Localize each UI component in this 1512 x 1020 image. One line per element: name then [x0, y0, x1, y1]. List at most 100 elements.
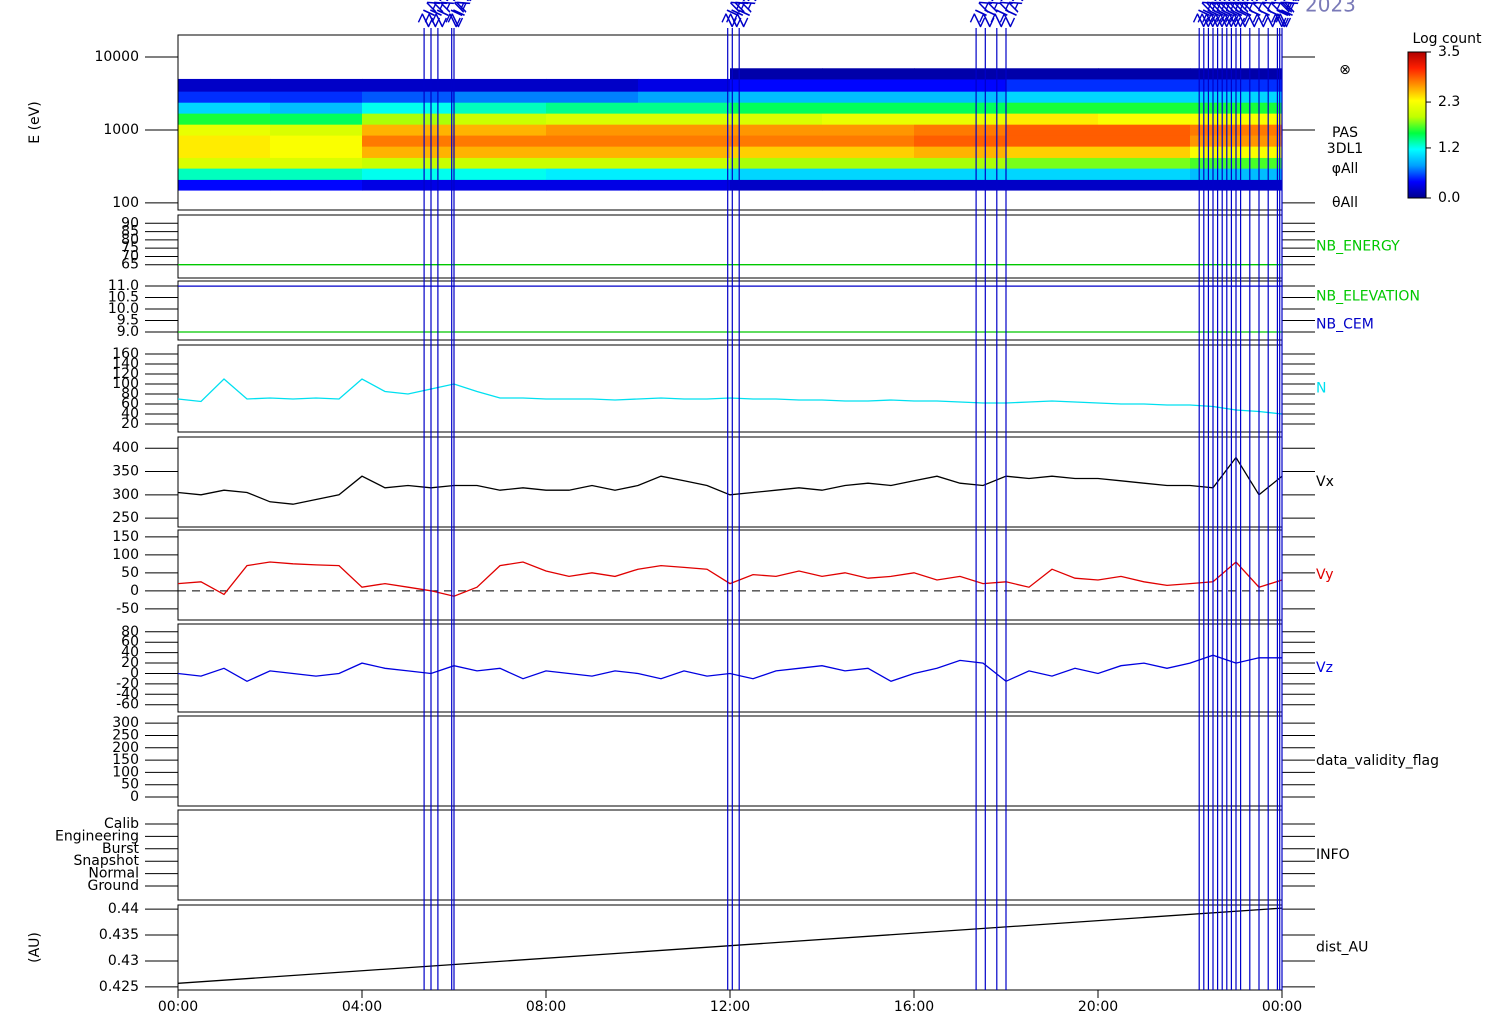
y-tick-label: 160	[112, 346, 139, 362]
heat-cell	[730, 168, 823, 180]
y-tick-label: 100	[112, 764, 139, 780]
x-tick-label: 20:00	[1078, 999, 1118, 1015]
heat-cell	[270, 124, 363, 136]
panel-frame	[177, 715, 1283, 807]
heat-cell	[822, 113, 915, 125]
y-tick-label: 80	[121, 232, 139, 248]
heat-cell	[822, 179, 915, 191]
annotation: θAll	[1332, 195, 1358, 211]
colorbar-tick-label: 0.0	[1438, 190, 1460, 206]
heat-cell	[270, 135, 363, 147]
panel-frame	[177, 280, 1283, 341]
heat-cell	[454, 78, 547, 92]
y-tick-label: 50	[121, 565, 139, 581]
heat-cell	[270, 157, 363, 169]
heat-cell	[178, 113, 271, 125]
series-label: N	[1316, 381, 1326, 397]
heat-cell	[454, 157, 547, 169]
heat-cell	[914, 78, 1007, 92]
y-tick-label: 100	[112, 376, 139, 392]
y-tick-label: 0.44	[108, 901, 139, 917]
heat-cell	[454, 179, 547, 191]
heat-cell	[1098, 113, 1191, 125]
y-tick-label: 140	[112, 356, 139, 372]
annotation: ⊗	[1339, 62, 1351, 78]
heat-cell	[546, 146, 639, 158]
series-label: NB_CEM	[1316, 317, 1374, 333]
y-tick-label: Ground	[88, 878, 140, 894]
heat-cell	[822, 102, 915, 114]
y-tick-label: 200	[112, 740, 139, 756]
colorbar-title: Log count	[1413, 31, 1482, 47]
colorbar	[1407, 51, 1427, 199]
panel-frame	[177, 529, 1283, 621]
heat-cell	[638, 179, 731, 191]
heat-cell	[1006, 168, 1099, 180]
y-tick-label: 60	[121, 634, 139, 650]
panel-frame	[177, 436, 1283, 528]
heat-cell	[362, 124, 455, 136]
y-tick-label: 0	[130, 789, 139, 805]
heat-cell	[730, 135, 823, 147]
heat-cell	[454, 91, 547, 103]
heat-cell	[178, 179, 271, 191]
y-tick-label: 40	[121, 406, 139, 422]
heat-cell	[1098, 124, 1191, 136]
heat-cell	[362, 146, 455, 158]
heat-cell	[546, 113, 639, 125]
heat-cell	[1098, 68, 1191, 80]
series-label: Vy	[1316, 567, 1334, 583]
annotation: φAll	[1332, 161, 1359, 177]
heat-cell	[546, 157, 639, 169]
heat-cell	[730, 124, 823, 136]
series-line	[177, 907, 1283, 984]
heat-cell	[822, 78, 915, 92]
heat-cell	[822, 157, 915, 169]
heat-cell	[1098, 135, 1191, 147]
heat-cell	[270, 113, 363, 125]
heat-cell	[546, 168, 639, 180]
series-label: Vx	[1316, 474, 1334, 490]
y-tick-label: 90	[121, 215, 139, 231]
y-tick-label: 60	[121, 396, 139, 412]
heat-cell	[822, 168, 915, 180]
heat-cell	[822, 124, 915, 136]
heat-cell	[270, 146, 363, 158]
y-tick-label: 300	[112, 715, 139, 731]
x-tick-label: 04:00	[342, 999, 382, 1015]
heat-cell	[362, 135, 455, 147]
heat-cell	[822, 135, 915, 147]
y-tick-label: Burst	[102, 841, 140, 857]
heat-cell	[454, 135, 547, 147]
heat-cell	[178, 146, 271, 158]
y-tick-label: 75	[121, 240, 139, 256]
series-label: dist_AU	[1316, 940, 1368, 956]
heat-cell	[362, 78, 455, 92]
x-tick-label: 08:00	[526, 999, 566, 1015]
panel-label: data_validity_flag	[1316, 753, 1439, 769]
heat-cell	[914, 68, 1007, 80]
heat-cell	[1006, 102, 1099, 114]
series-line	[177, 378, 1283, 415]
heat-cell	[1006, 179, 1099, 191]
y-tick-label: 40	[121, 645, 139, 661]
colorbar-tick-label: 1.2	[1438, 140, 1460, 156]
y-tick-label: 11.0	[108, 278, 139, 294]
heat-cell	[362, 157, 455, 169]
y-tick-label: -20	[116, 676, 139, 692]
heat-cell	[362, 179, 455, 191]
y-tick-label: 150	[112, 529, 139, 545]
heat-cell	[362, 113, 455, 125]
colorbar-tick-label: 3.5	[1438, 44, 1460, 60]
heat-cell	[638, 157, 731, 169]
y-tick-label: Snapshot	[74, 853, 140, 869]
heat-cell	[546, 102, 639, 114]
y-tick-label: 250	[112, 727, 139, 743]
heat-cell	[546, 179, 639, 191]
y-tick-label: 100	[112, 547, 139, 563]
heat-cell	[914, 102, 1007, 114]
y-tick-label: 70	[121, 248, 139, 264]
chart-title: 2023	[1305, 0, 1356, 17]
heat-cell	[822, 68, 915, 80]
